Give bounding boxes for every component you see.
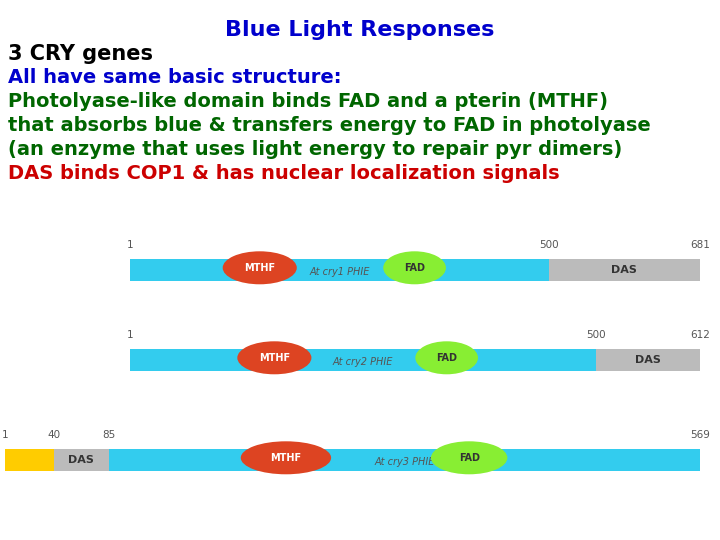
Text: 1: 1 (1, 430, 9, 440)
Text: FAD: FAD (404, 263, 425, 273)
Text: DAS: DAS (611, 265, 637, 275)
Bar (130, 349, 595, 371)
Text: 500: 500 (539, 240, 558, 250)
Text: MTHF: MTHF (271, 453, 302, 463)
Ellipse shape (415, 341, 478, 374)
Text: 612: 612 (690, 330, 710, 340)
Bar (130, 259, 549, 281)
Text: At cry3 PHIE: At cry3 PHIE (374, 457, 435, 467)
Text: Blue Light Responses: Blue Light Responses (225, 20, 495, 40)
Text: 40: 40 (48, 430, 60, 440)
Bar (595, 349, 700, 371)
Text: 1: 1 (127, 330, 133, 340)
Bar (109, 449, 700, 471)
Text: MTHF: MTHF (244, 263, 275, 273)
Bar (5, 449, 54, 471)
Text: DAS: DAS (635, 355, 661, 365)
Ellipse shape (383, 251, 446, 284)
Bar (54, 449, 109, 471)
Text: 1: 1 (127, 240, 133, 250)
Text: DAS: DAS (68, 455, 94, 465)
Text: All have same basic structure:: All have same basic structure: (8, 68, 341, 87)
Text: FAD: FAD (459, 453, 480, 463)
Text: At cry1 PHIE: At cry1 PHIE (309, 267, 369, 277)
Text: FAD: FAD (436, 353, 457, 363)
Bar (549, 259, 700, 281)
Text: 569: 569 (690, 430, 710, 440)
Text: 3 CRY genes: 3 CRY genes (8, 44, 153, 64)
Text: (an enzyme that uses light energy to repair pyr dimers): (an enzyme that uses light energy to rep… (8, 140, 622, 159)
Text: 500: 500 (586, 330, 606, 340)
Ellipse shape (238, 341, 312, 374)
Ellipse shape (222, 251, 297, 284)
Text: 85: 85 (102, 430, 115, 440)
Ellipse shape (240, 441, 331, 474)
Text: MTHF: MTHF (258, 353, 290, 363)
Ellipse shape (431, 441, 508, 474)
Text: At cry2 PHIE: At cry2 PHIE (333, 357, 393, 367)
Text: DAS binds COP1 & has nuclear localization signals: DAS binds COP1 & has nuclear localizatio… (8, 164, 559, 183)
Text: 681: 681 (690, 240, 710, 250)
Text: Photolyase-like domain binds FAD and a pterin (MTHF): Photolyase-like domain binds FAD and a p… (8, 92, 608, 111)
Text: that absorbs blue & transfers energy to FAD in photolyase: that absorbs blue & transfers energy to … (8, 116, 651, 135)
